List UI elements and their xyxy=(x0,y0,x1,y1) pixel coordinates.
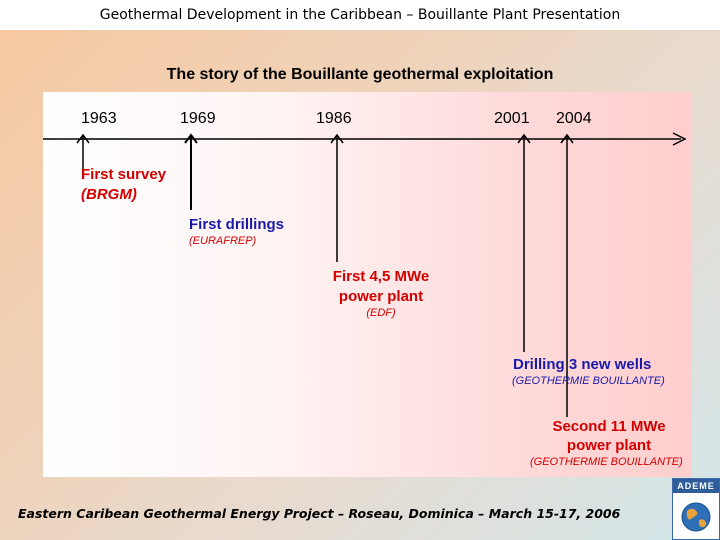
ademe-logo: ADEME xyxy=(672,478,720,540)
event-new-wells-label: Drilling 3 new wells xyxy=(513,356,652,373)
event-first-survey-source: (BRGM) xyxy=(81,186,137,203)
year-label-2001: 2001 xyxy=(494,110,530,127)
year-label-1969: 1969 xyxy=(180,110,216,127)
marker-2004-arrowhead xyxy=(560,133,574,144)
marker-1986-arrowhead xyxy=(330,133,344,144)
logo-text: ADEME xyxy=(673,479,719,493)
timeline-panel: 1963 1969 1986 2001 2004 First survey (B… xyxy=(43,92,691,477)
header-title: Geothermal Development in the Caribbean … xyxy=(99,7,621,23)
marker-1969-arrowhead xyxy=(184,133,198,144)
globe-icon xyxy=(681,502,711,532)
slide-header: Geothermal Development in the Caribbean … xyxy=(0,0,720,30)
marker-1963-arrowhead xyxy=(76,133,90,144)
year-label-1986: 1986 xyxy=(316,110,352,127)
timeline-graphic xyxy=(43,132,687,417)
slide-title: The story of the Bouillante geothermal e… xyxy=(166,66,554,83)
event-first-drillings-source: (EURAFREP) xyxy=(189,235,257,247)
event-second-plant-label-line2: power plant xyxy=(566,437,652,454)
event-first-survey-label: First survey xyxy=(81,166,167,183)
slide-footer: Eastern Caribean Geothermal Energy Proje… xyxy=(18,506,621,521)
timeline-axis-arrowhead xyxy=(672,132,687,146)
event-second-plant-source: (GEOTHERMIE BOUILLANTE) xyxy=(530,456,683,468)
year-label-2004: 2004 xyxy=(556,110,592,127)
marker-2001-arrowhead xyxy=(517,133,531,144)
event-first-plant-label-line1: First 4,5 MWe xyxy=(332,268,430,285)
event-first-plant-label-line2: power plant xyxy=(338,288,424,305)
event-first-plant-source: (EDF) xyxy=(366,307,396,319)
event-new-wells-source: (GEOTHERMIE BOUILLANTE) xyxy=(512,375,665,387)
event-first-drillings-label: First drillings xyxy=(189,216,285,233)
year-label-1963: 1963 xyxy=(81,110,117,127)
event-second-plant-label-line1: Second 11 MWe xyxy=(552,418,666,435)
